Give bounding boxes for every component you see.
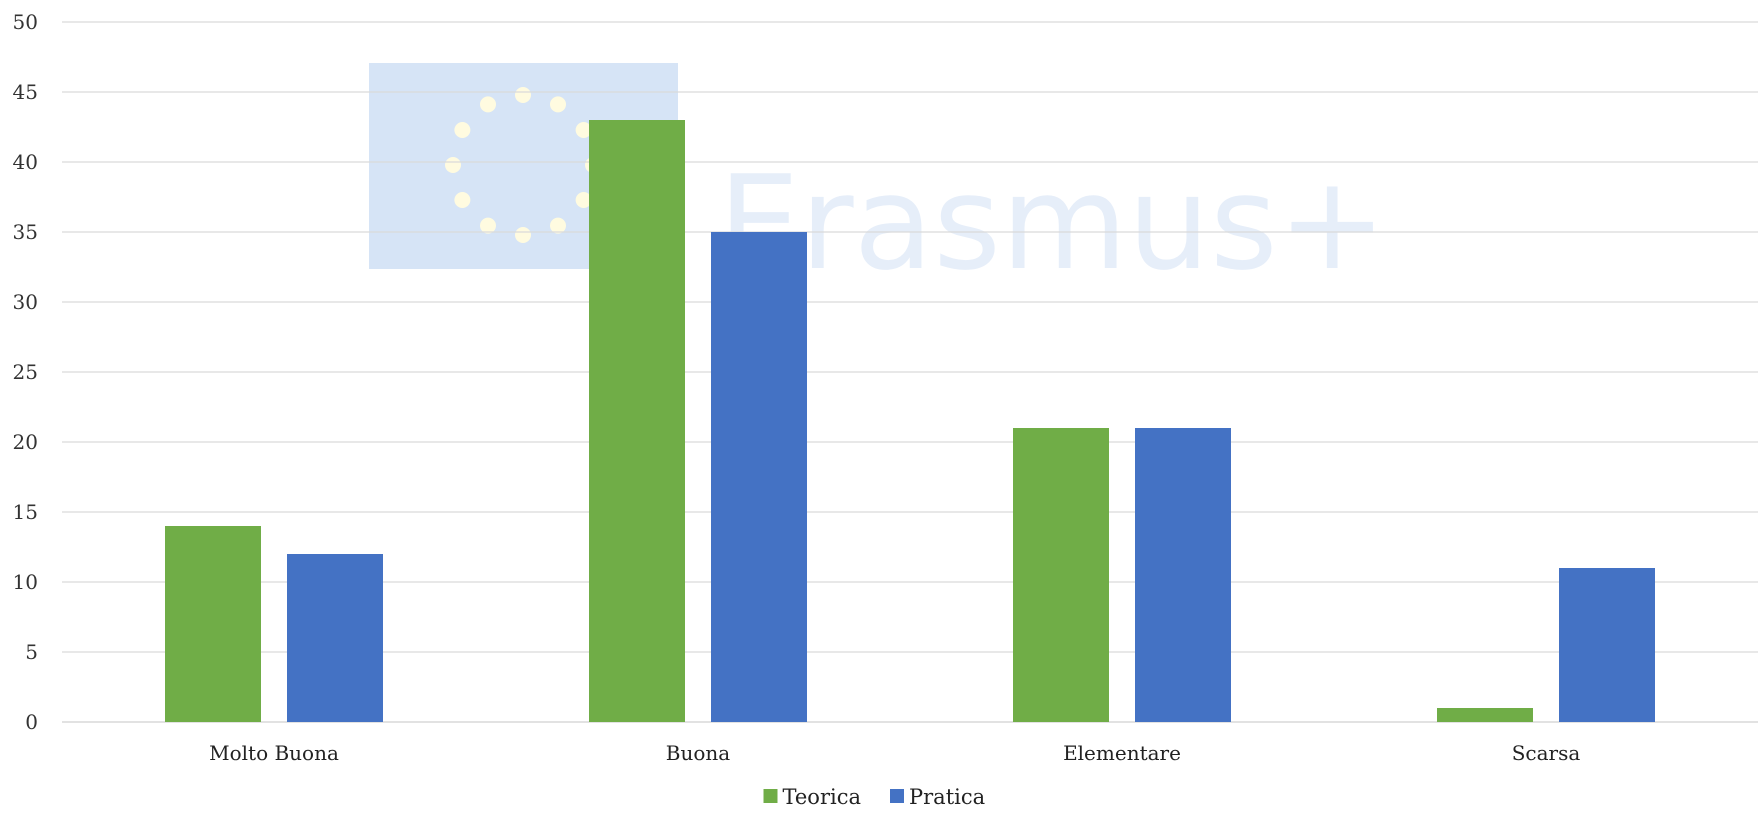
y-tick-label: 0 [25,710,38,734]
y-tick-label: 30 [13,290,38,314]
bar-teorica-molto-buona [165,526,261,722]
eu-star-icon [445,157,461,173]
x-category-label: Elementare [1063,741,1181,765]
legend-label-pratica: Pratica [909,785,985,809]
bar-teorica-elementare [1013,428,1109,722]
y-tick-label: 25 [13,360,38,384]
y-tick-label: 40 [13,150,38,174]
bar-pratica-elementare [1135,428,1231,722]
bars [165,120,1655,722]
eu-star-icon [515,87,531,103]
eu-star-icon [550,96,566,113]
bar-teorica-buona [589,120,685,722]
eu-star-icon [515,227,531,243]
eu-star-icon [550,217,566,234]
y-tick-label: 35 [13,220,38,244]
y-tick-label: 10 [13,570,38,594]
erasmus-watermark-text: Erasmus+ [718,147,1387,299]
y-tick-label: 20 [13,430,38,454]
y-tick-label: 45 [13,80,38,104]
x-category-label: Scarsa [1512,741,1581,765]
legend-label-teorica: Teorica [783,785,861,809]
y-tick-label: 50 [13,10,38,34]
legend-swatch-teorica [763,789,778,803]
y-tick-label: 15 [13,500,38,524]
eu-star-icon [454,122,471,138]
x-axis: Molto Buona Buona Elementare Scarsa [209,741,1580,765]
eu-star-icon [575,122,592,138]
legend: Teorica Pratica [763,785,985,809]
x-category-label: Molto Buona [209,741,339,765]
eu-star-icon [480,96,496,113]
y-tick-label: 5 [25,640,38,664]
bar-pratica-buona [711,232,807,722]
eu-flag-stars [445,87,601,243]
bar-pratica-molto-buona [287,554,383,722]
y-axis: 0 5 10 15 20 25 30 35 40 45 50 [13,10,38,734]
eu-star-icon [480,217,496,234]
bar-teorica-scarsa [1437,708,1533,722]
erasmus-watermark: Erasmus+ [369,63,1387,299]
eu-star-icon [575,192,592,208]
bar-pratica-scarsa [1559,568,1655,722]
x-category-label: Buona [666,741,731,765]
legend-swatch-pratica [890,789,904,803]
eu-star-icon [454,192,471,208]
